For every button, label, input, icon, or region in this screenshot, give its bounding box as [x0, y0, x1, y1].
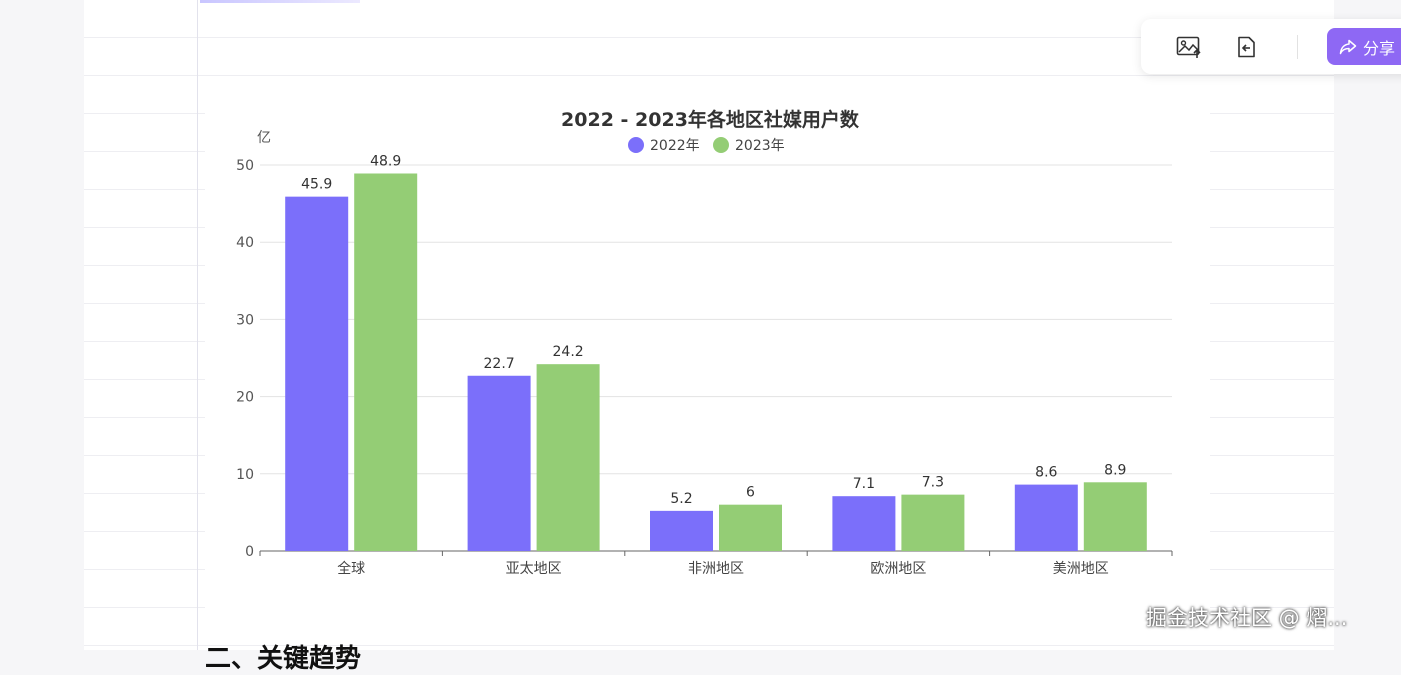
y-tick-label: 40 — [236, 235, 254, 251]
file-back-icon — [1238, 36, 1255, 58]
x-tick-label: 亚太地区 — [506, 561, 562, 577]
bar-1 — [354, 173, 418, 551]
bar-1 — [719, 504, 782, 551]
bar-0 — [650, 510, 713, 551]
data-label: 5.2 — [670, 491, 692, 507]
legend-marker-0 — [628, 137, 644, 153]
toolbar-divider — [1297, 35, 1298, 59]
bar-0 — [832, 496, 896, 551]
data-label: 8.9 — [1104, 462, 1126, 478]
x-tick-label: 非洲地区 — [688, 561, 744, 577]
top-accent-bar — [200, 0, 360, 3]
data-label: 7.1 — [853, 476, 875, 492]
x-tick-label: 美洲地区 — [1053, 561, 1109, 577]
data-label: 24.2 — [553, 344, 584, 360]
legend-label-1: 2023年 — [735, 138, 785, 154]
bar-1 — [536, 364, 600, 551]
y-tick-label: 50 — [236, 158, 254, 174]
bar-0 — [1014, 484, 1078, 551]
data-label: 48.9 — [370, 153, 401, 169]
share-label: 分享 — [1363, 38, 1396, 58]
chart-card: 2022 - 2023年各地区社媒用户数亿 2022年 2023年 0 10 20 30 40… — [205, 86, 1210, 611]
section-heading: 二、关键趋势 — [205, 644, 362, 674]
x-tick-label: 全球 — [337, 560, 365, 577]
legend-marker-1 — [713, 137, 729, 153]
image-upload-button[interactable] — [1174, 32, 1204, 62]
y-tick-label: 30 — [236, 312, 254, 328]
y-tick-label: 10 — [236, 467, 254, 483]
floating-toolbar: 分享 — [1141, 19, 1401, 74]
bar-0 — [285, 196, 349, 551]
data-label: 45.9 — [301, 177, 332, 193]
bar-1 — [901, 494, 965, 551]
data-label: 22.7 — [484, 356, 515, 372]
watermark-text: 掘金技术社区 @ 熠... — [1146, 606, 1348, 630]
bar-1 — [1083, 482, 1147, 551]
data-label: 6 — [746, 485, 755, 501]
data-label: 8.6 — [1035, 465, 1057, 481]
y-tick-label: 20 — [236, 390, 254, 406]
image-upload-icon — [1176, 36, 1201, 58]
y-tick-label: 0 — [245, 544, 254, 560]
share-button[interactable]: 分享 — [1327, 28, 1401, 65]
document-left-rule — [197, 0, 198, 650]
x-tick-label: 欧洲地区 — [870, 561, 926, 577]
data-label: 7.3 — [922, 475, 944, 491]
chart-title: 2022 - 2023年各地区社媒用户数 — [561, 108, 860, 131]
y-axis-label: 亿 — [257, 130, 271, 146]
file-back-button[interactable] — [1231, 32, 1261, 62]
bar-0 — [467, 375, 531, 551]
legend-label-0: 2022年 — [650, 138, 700, 154]
share-arrow-icon — [1339, 39, 1357, 54]
